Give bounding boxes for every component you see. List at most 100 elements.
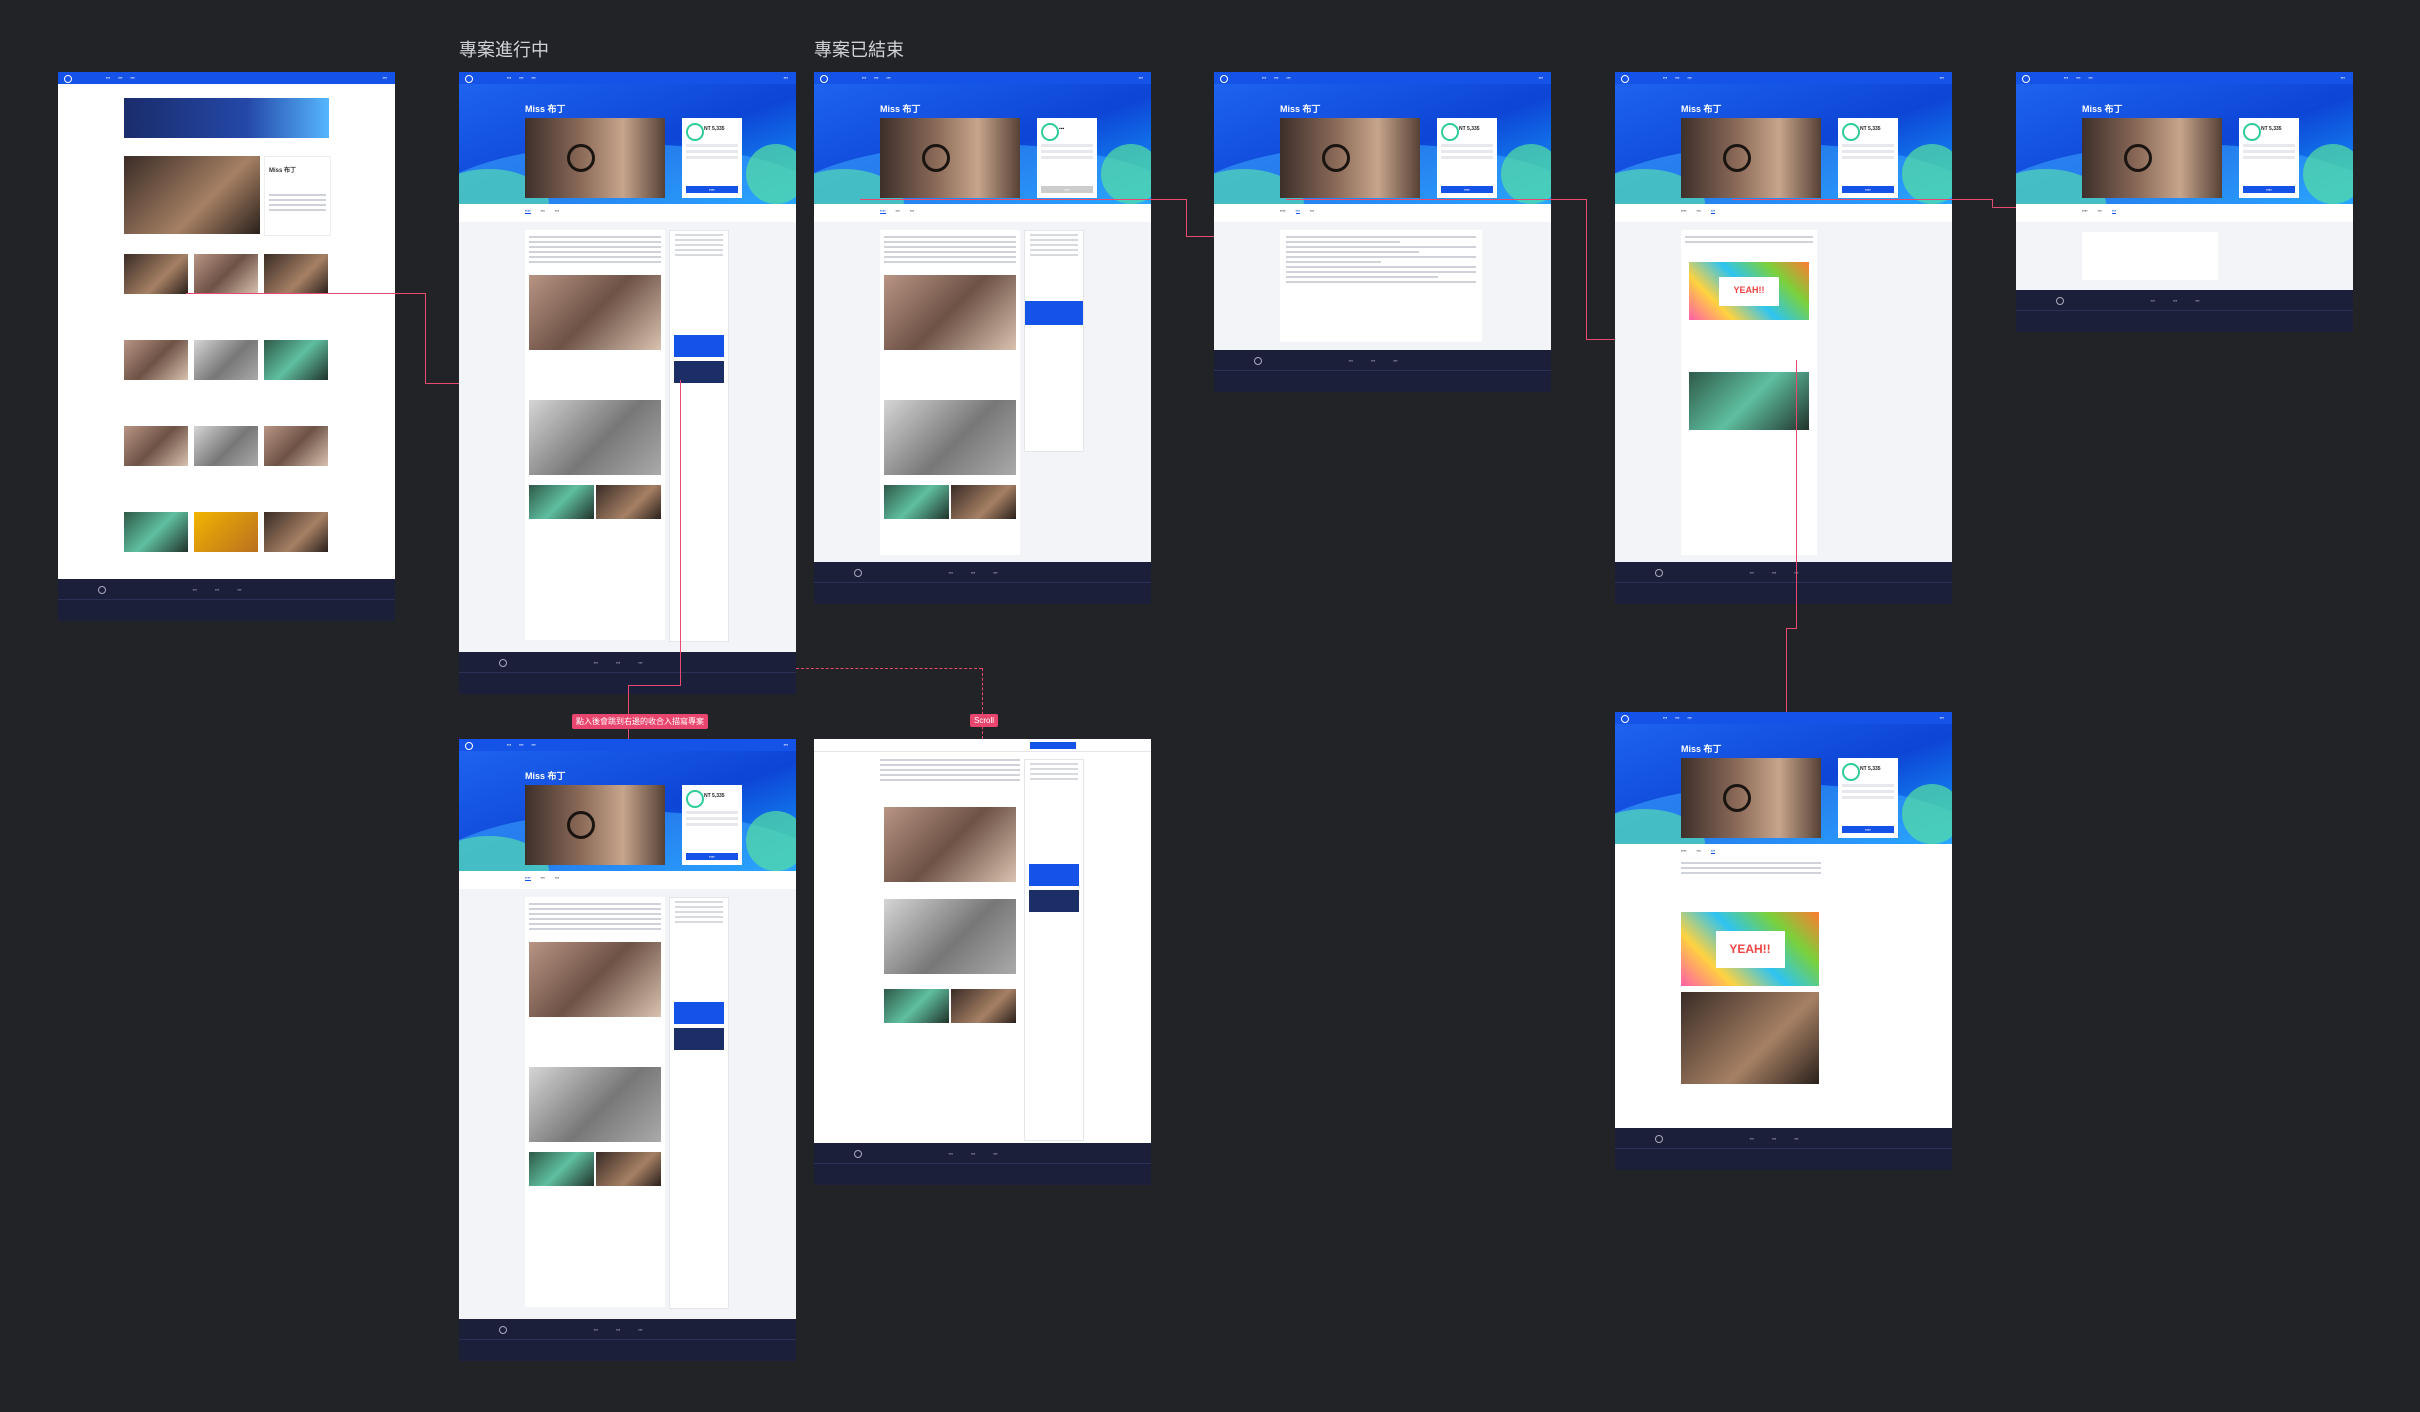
featured-photo[interactable] (124, 156, 260, 234)
content-image (884, 989, 949, 1023)
reward-option[interactable] (1029, 864, 1079, 886)
annotation-tag-scroll: Scroll (970, 714, 999, 727)
tab-intro[interactable]: ▪▪▪▪ (525, 208, 531, 214)
project-title: Miss 布丁 (525, 771, 566, 781)
flow-connector (1992, 199, 1993, 207)
grid-item[interactable] (264, 254, 328, 294)
back-project-button[interactable]: ▪▪▪▪ (1842, 826, 1894, 833)
tab-intro[interactable]: ▪▪▪▪ (880, 208, 886, 214)
logo-icon[interactable] (465, 75, 473, 83)
logo-icon[interactable] (64, 75, 72, 83)
back-project-button[interactable]: ▪▪▪▪ (686, 853, 738, 860)
grid-item[interactable] (264, 512, 328, 552)
canvas-label-ended: 專案已結束 (814, 40, 904, 61)
tab-updates[interactable]: ▪▪▪ (1710, 848, 1716, 854)
content-image (596, 1152, 661, 1186)
grid-item[interactable] (124, 254, 188, 294)
tab-faq[interactable]: ▪▪▪ (540, 208, 545, 213)
funding-card: NT 5,335 ▪▪▪▪ (682, 785, 742, 865)
scroll-connector (982, 668, 983, 739)
tab-faq[interactable]: ▪▪▪ (895, 208, 900, 213)
tab-updates[interactable]: ▪▪▪ (2111, 208, 2117, 214)
content-image (884, 807, 1016, 882)
faq-area (1214, 222, 1551, 350)
funding-amount: NT 5,335 (1860, 766, 1881, 772)
grid-item[interactable] (194, 512, 258, 552)
tab-updates[interactable]: ▪▪▪ (554, 875, 560, 880)
tab-faq[interactable]: ▪▪▪ (2097, 208, 2102, 213)
grid-item[interactable] (194, 426, 258, 466)
flow-connector (425, 293, 426, 383)
funding-card: NT 5,335 ▪▪▪▪ (1838, 118, 1898, 198)
progress-ring (1842, 763, 1860, 781)
reward-option[interactable] (674, 335, 724, 357)
funding-card: NT 5,335 ▪▪▪▪ (1838, 758, 1898, 838)
footer: ▪▪▪▪▪▪▪▪▪ (814, 1143, 1151, 1185)
logo-icon[interactable] (465, 742, 473, 750)
reward-option[interactable] (674, 1028, 724, 1050)
tab-updates[interactable]: ▪▪▪ (1309, 208, 1315, 213)
reward-sidebar (1024, 230, 1084, 452)
grid-item[interactable] (124, 512, 188, 552)
back-project-button[interactable]: ▪▪▪▪ (2243, 186, 2295, 193)
yeah-board: YEAH!! (1715, 930, 1785, 968)
content-area (814, 222, 1151, 562)
grid-item[interactable] (264, 340, 328, 380)
back-project-button[interactable]: ▪▪▪▪ (1842, 186, 1894, 193)
logo-icon[interactable] (2022, 75, 2030, 83)
progress-ring (686, 123, 704, 141)
tab-intro[interactable]: ▪▪▪▪ (1681, 848, 1687, 853)
tab-faq[interactable]: ▪▪▪ (1696, 208, 1701, 213)
grid-item[interactable] (124, 340, 188, 380)
content-image (529, 275, 661, 350)
top-nav: ▪▪▪ ▪▪▪ ▪▪▪ ▪▪▪ (58, 72, 395, 84)
tab-faq[interactable]: ▪▪▪ (1696, 848, 1701, 853)
tab-faq[interactable]: ▪▪▪ (1295, 208, 1300, 214)
logo-icon[interactable] (1621, 75, 1629, 83)
project-title: Miss 布丁 (1681, 104, 1722, 114)
funding-amount: ▪▪▪ (1059, 126, 1065, 132)
update-image (1681, 992, 1819, 1084)
reward-option[interactable] (1029, 890, 1079, 912)
project-title: Miss 布丁 (1681, 744, 1722, 754)
flow-connector (1186, 236, 1214, 237)
hero: Miss 布丁 NT 5,335 ▪▪▪▪ (1615, 724, 1952, 844)
grid-item[interactable] (194, 254, 258, 294)
project-title: Miss 布丁 (1280, 104, 1321, 114)
tab-intro[interactable]: ▪▪▪▪ (1681, 208, 1687, 213)
reward-option[interactable] (674, 1002, 724, 1024)
tab-faq[interactable]: ▪▪▪ (540, 875, 545, 880)
logo-icon[interactable] (1220, 75, 1228, 83)
reward-sidebar (669, 230, 729, 642)
back-project-button[interactable]: ▪▪▪▪ (686, 186, 738, 193)
grid-item[interactable] (264, 426, 328, 466)
project-tabs: ▪▪▪▪ ▪▪▪ ▪▪▪ (2082, 208, 2117, 214)
banner[interactable] (124, 98, 329, 138)
content-image (529, 485, 594, 519)
sticky-back-button[interactable] (1030, 742, 1076, 749)
project-tabs: ▪▪▪▪ ▪▪▪ ▪▪▪ (1681, 848, 1716, 854)
tab-intro[interactable]: ▪▪▪▪ (2082, 208, 2088, 213)
logo-icon[interactable] (820, 75, 828, 83)
reward-sidebar (1024, 759, 1084, 1141)
grid-item[interactable] (194, 340, 258, 380)
reward-sidebar (669, 897, 729, 1309)
empty-area (2016, 222, 2353, 290)
ended-button[interactable]: ▪▪▪▪ (1041, 186, 1093, 193)
footer: ▪▪▪▪▪▪▪▪▪ (58, 579, 395, 621)
footer: ▪▪▪▪▪▪▪▪▪ (2016, 290, 2353, 332)
tab-updates[interactable]: ▪▪▪ (1710, 208, 1716, 214)
grid-item[interactable] (124, 426, 188, 466)
tab-intro[interactable]: ▪▪▪▪ (525, 875, 531, 881)
hero: Miss 布丁 ▪▪▪ ▪▪▪▪ (814, 84, 1151, 204)
tab-updates[interactable]: ▪▪▪ (554, 208, 560, 213)
tab-intro[interactable]: ▪▪▪▪ (1280, 208, 1286, 213)
hero: Miss 布丁 NT 5,335 ▪▪▪▪ (2016, 84, 2353, 204)
reward-option[interactable] (674, 361, 724, 383)
back-project-button[interactable]: ▪▪▪▪ (1441, 186, 1493, 193)
tab-updates[interactable]: ▪▪▪ (909, 208, 915, 213)
frame-ongoing-detail-hover: ▪▪▪ ▪▪▪ ▪▪▪ ▪▪▪ Miss 布丁 NT 5,335 ▪▪▪▪ ▪▪▪▪ ▪▪… (459, 739, 796, 1361)
flow-connector (1732, 199, 1992, 200)
funding-card: NT 5,335 ▪▪▪▪ (2239, 118, 2299, 198)
logo-icon[interactable] (1621, 715, 1629, 723)
